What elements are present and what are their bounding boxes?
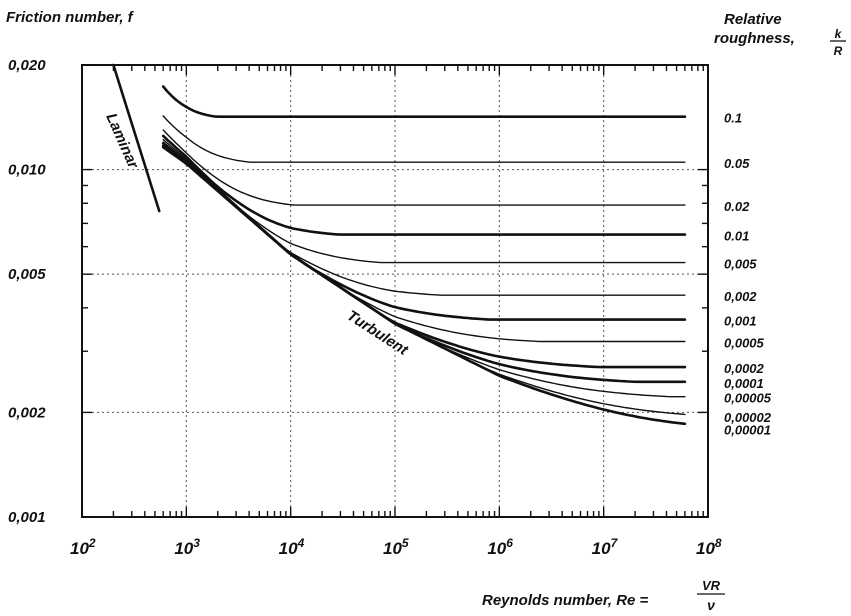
- roughness-label: 0,0002: [724, 361, 765, 376]
- roughness-curve: [162, 129, 686, 206]
- y-tick-label: 0,010: [8, 162, 46, 179]
- axis-ticks: [81, 64, 708, 518]
- roughness-label: 0,0005: [724, 336, 765, 351]
- legend-title-fraction-denominator: R: [834, 44, 843, 58]
- y-axis-title: Friction number, f: [6, 9, 135, 26]
- legend-title-fraction-numerator: k: [835, 27, 843, 41]
- laminar-line: [112, 63, 161, 213]
- roughness-label: 0,00002: [724, 410, 772, 425]
- roughness-label: 0,00001: [724, 422, 771, 437]
- x-tick-label: 103: [174, 536, 200, 558]
- x-tick-label: 108: [696, 536, 722, 558]
- legend-title-line1: Relative: [724, 11, 782, 28]
- roughness-curve: [162, 115, 686, 163]
- roughness-curve: [162, 146, 686, 416]
- roughness-label: 0,005: [724, 257, 757, 272]
- roughness-curve: [161, 144, 687, 384]
- curves: [112, 63, 687, 426]
- roughness-label: 0.02: [724, 199, 750, 214]
- roughness-curve: [161, 144, 687, 369]
- roughness-curve: [162, 146, 686, 398]
- y-tick-label: 0,005: [8, 266, 46, 283]
- y-tick-label: 0,002: [8, 404, 46, 421]
- x-tick-label: 102: [70, 536, 96, 558]
- x-axis-title: Reynolds number, Re =: [482, 592, 649, 609]
- x-tick-label: 106: [487, 536, 513, 558]
- roughness-label: 0,0001: [724, 376, 764, 391]
- turbulent-label: Turbulent: [344, 307, 412, 359]
- roughness-curve: [161, 145, 687, 426]
- x-tick-label: 105: [383, 536, 409, 558]
- x-tick-label: 104: [279, 536, 305, 558]
- roughness-label: 0.1: [724, 111, 742, 126]
- x-axis-fraction-denominator: ν: [707, 597, 715, 613]
- roughness-label: 0,001: [724, 314, 757, 329]
- y-tick-label: 0,001: [8, 509, 46, 526]
- legend-title-line2: roughness,: [714, 30, 795, 47]
- y-tick-label: 0,020: [8, 57, 46, 74]
- roughness-label: 0.05: [724, 156, 750, 171]
- tick-labels: 0,001 0,002 0,005 0,010 0,020 102 103 104 105 106…: [8, 57, 772, 558]
- roughness-label: 0,002: [724, 289, 757, 304]
- roughness-curve: [161, 85, 687, 118]
- roughness-curve: [162, 138, 686, 264]
- roughness-label: 0.01: [724, 229, 749, 244]
- roughness-curve: [161, 142, 687, 321]
- roughness-curve: [162, 141, 686, 296]
- x-axis-fraction-numerator: VR: [702, 578, 721, 593]
- roughness-curve: [161, 134, 687, 236]
- roughness-label: 0,00005: [724, 391, 772, 406]
- x-tick-label: 107: [592, 536, 619, 558]
